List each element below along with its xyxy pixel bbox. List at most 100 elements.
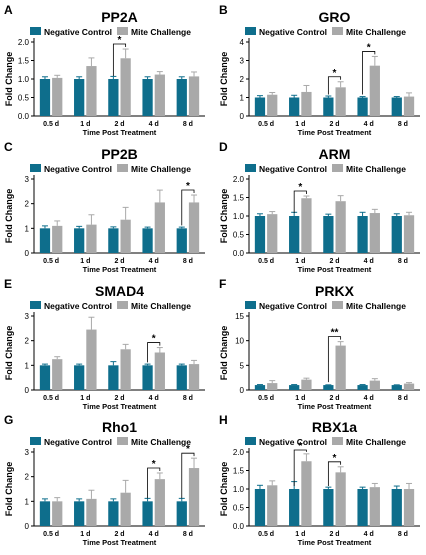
- y-axis-label: Fold Change: [4, 462, 14, 517]
- bar-negative-control: [289, 385, 299, 390]
- error-bar-mite-challenge: [406, 93, 412, 97]
- y-tick-label: 2.0: [233, 175, 245, 184]
- bar-mite-challenge: [189, 364, 199, 390]
- error-bar-negative-control: [42, 499, 48, 501]
- error-bar-negative-control: [76, 364, 82, 365]
- x-tick-label: 4 d: [149, 258, 159, 265]
- y-axis-label: Fold Change: [219, 52, 229, 107]
- bar-mite-challenge: [267, 383, 277, 390]
- legend-swatch-mite-challenge: [117, 27, 128, 35]
- error-bar-negative-control: [394, 486, 400, 489]
- bar-negative-control: [255, 385, 265, 390]
- error-bar-negative-control: [360, 487, 366, 489]
- error-bar-mite-challenge: [191, 195, 197, 202]
- y-tick-label: 0.0: [18, 112, 30, 121]
- bar-mite-challenge: [370, 213, 380, 253]
- bar-mite-challenge: [189, 76, 199, 116]
- error-bar-mite-challenge: [191, 72, 197, 76]
- error-bar-negative-control: [325, 487, 331, 489]
- error-bar-negative-control: [110, 362, 116, 366]
- bar-mite-challenge: [370, 381, 380, 390]
- x-axis-label: Time Post Treatment: [298, 538, 372, 547]
- error-bar-mite-challenge: [338, 342, 344, 346]
- significance-label: *: [298, 182, 302, 193]
- legend-swatch-mite-challenge: [332, 27, 343, 35]
- error-bar-mite-challenge: [338, 467, 344, 473]
- bar-negative-control: [74, 365, 84, 390]
- error-bar-mite-challenge: [123, 49, 129, 58]
- chart-title: RBX1a: [312, 419, 357, 435]
- error-bar-mite-challenge: [88, 317, 94, 329]
- y-tick-label: 5: [240, 361, 245, 370]
- y-tick-label: 0.5: [233, 504, 245, 513]
- legend-swatch-mite-challenge: [117, 164, 128, 172]
- legend-label-negative-control: Negative Control: [44, 27, 112, 37]
- error-bar-negative-control: [145, 498, 151, 501]
- x-tick-label: 4 d: [149, 121, 159, 128]
- bar-negative-control: [323, 385, 333, 390]
- legend-swatch-mite-challenge: [332, 164, 343, 172]
- bar-negative-control: [392, 216, 402, 253]
- chart-title: PP2B: [101, 146, 138, 162]
- y-tick-label: 0.5: [233, 231, 245, 240]
- legend-label-mite-challenge: Mite Challenge: [131, 27, 191, 37]
- error-bar-negative-control: [360, 212, 366, 216]
- x-tick-label: 2 d: [114, 258, 124, 265]
- chart-title: PRKX: [315, 283, 355, 299]
- x-axis-label: Time Post Treatment: [83, 538, 157, 547]
- error-bar-mite-challenge: [88, 490, 94, 499]
- error-bar-negative-control: [179, 227, 185, 228]
- error-bar-mite-challenge: [123, 480, 129, 492]
- error-bar-negative-control: [291, 95, 297, 97]
- error-bar-mite-challenge: [157, 72, 163, 75]
- error-bar-negative-control: [179, 77, 185, 79]
- bar-negative-control: [74, 79, 84, 116]
- y-tick-label: 3: [25, 175, 30, 184]
- bar-negative-control: [108, 79, 118, 116]
- bar-mite-challenge: [267, 95, 277, 116]
- bar-negative-control: [108, 365, 118, 390]
- significance-label: *: [186, 444, 190, 455]
- bar-negative-control: [142, 501, 152, 526]
- legend-swatch-mite-challenge: [332, 437, 343, 445]
- legend-swatch-negative-control: [30, 164, 41, 172]
- bar-negative-control: [392, 385, 402, 390]
- bar-mite-challenge: [86, 330, 96, 390]
- y-tick-label: 2: [25, 200, 30, 209]
- error-bar-mite-challenge: [157, 348, 163, 353]
- bar-mite-challenge: [52, 359, 62, 390]
- y-axis-label: Fold Change: [219, 326, 229, 381]
- chart-legend: Negative Control Mite Challenge: [30, 27, 191, 37]
- panel-letter: A: [4, 3, 13, 17]
- x-tick-label: 4 d: [364, 395, 374, 402]
- bar-mite-challenge: [370, 487, 380, 526]
- legend-label-mite-challenge: Mite Challenge: [131, 164, 191, 174]
- bar-mite-challenge: [52, 501, 62, 526]
- significance-label: *: [118, 35, 122, 46]
- bar-negative-control: [392, 489, 402, 526]
- bar-negative-control: [255, 489, 265, 526]
- bar-mite-challenge: [301, 92, 311, 116]
- bar-mite-challenge: [336, 201, 346, 253]
- y-tick-label: 1: [240, 94, 245, 103]
- legend-label-negative-control: Negative Control: [259, 301, 327, 311]
- legend-swatch-negative-control: [30, 27, 41, 35]
- bar-negative-control: [74, 228, 84, 253]
- x-axis-label: Time Post Treatment: [83, 128, 157, 137]
- error-bar-mite-challenge: [54, 221, 60, 226]
- significance-label: *: [333, 68, 337, 79]
- error-bar-negative-control: [145, 364, 151, 365]
- y-axis-label: Fold Change: [219, 462, 229, 517]
- error-bar-negative-control: [110, 227, 116, 228]
- bar-mite-challenge: [121, 349, 131, 390]
- bar-mite-challenge: [121, 493, 131, 526]
- bar-negative-control: [357, 98, 367, 117]
- x-tick-label: 1 d: [295, 395, 305, 402]
- panel-letter: C: [4, 140, 13, 154]
- significance-label: *: [367, 42, 371, 53]
- chart-title: Rho1: [102, 419, 137, 435]
